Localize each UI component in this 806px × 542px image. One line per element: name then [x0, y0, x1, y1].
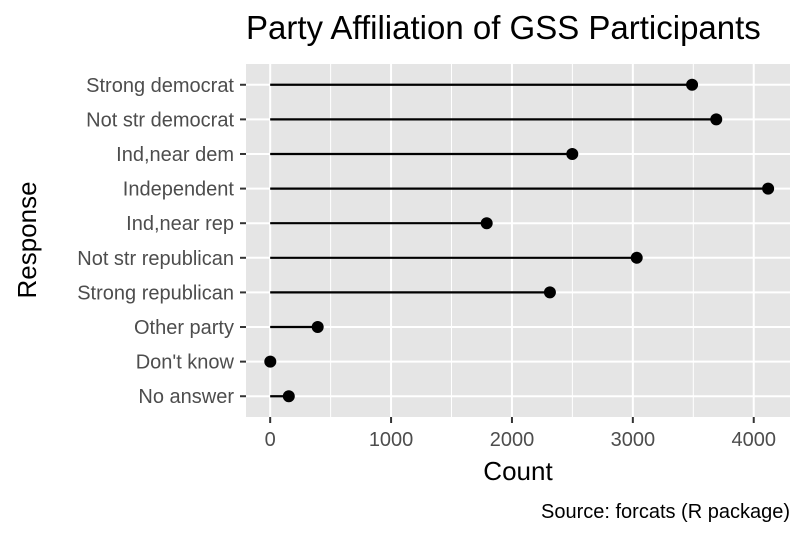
x-tick-label: 3000 [611, 429, 656, 451]
y-tick-label: Not str democrat [86, 109, 234, 131]
y-tick-label: Strong republican [77, 282, 234, 304]
x-tick-label: 4000 [731, 429, 776, 451]
x-tick-label: 2000 [490, 429, 535, 451]
y-tick-label: Not str republican [77, 248, 234, 270]
lollipop-point [762, 182, 775, 195]
lollipop-point [311, 321, 324, 334]
x-axis-ticks: 0 1000 2000 3000 4000 [265, 417, 776, 451]
y-axis-title: Response [12, 181, 42, 298]
y-tick-label: No answer [138, 386, 234, 408]
x-axis-title: Count [483, 456, 553, 486]
y-tick-label: Independent [123, 179, 235, 201]
chart-caption: Source: forcats (R package) [541, 501, 790, 523]
y-axis-ticks: Strong democrat Not str democrat Ind,near … [77, 75, 246, 408]
y-tick-label: Strong democrat [86, 75, 234, 97]
chart-title: Party Affiliation of GSS Participants [246, 9, 761, 46]
y-tick-label: Other party [134, 317, 234, 339]
lollipop-point [480, 217, 493, 230]
y-tick-label: Ind,near dem [116, 144, 234, 166]
plot-panel [246, 64, 790, 417]
x-tick-label: 0 [265, 429, 276, 451]
lollipop-point [686, 78, 699, 91]
lollipop-point [543, 286, 556, 299]
lollipop-points [264, 78, 775, 403]
y-tick-label: Ind,near rep [126, 213, 234, 235]
y-tick-label: Don't know [136, 352, 235, 374]
lollipop-point [264, 355, 277, 368]
lollipop-point [710, 113, 723, 126]
x-tick-label: 1000 [369, 429, 414, 451]
lollipop-point [282, 390, 295, 403]
lollipop-point [566, 147, 579, 160]
lollipop-point [630, 251, 643, 264]
lollipop-stems [270, 83, 769, 398]
